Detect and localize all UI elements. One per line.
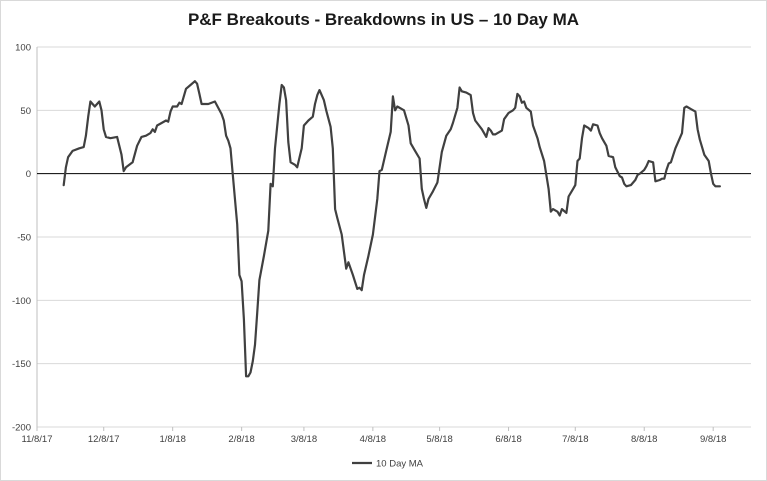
y-tick-label: -200 bbox=[12, 423, 31, 434]
x-tick-label: 7/8/18 bbox=[562, 434, 588, 445]
y-tick-label: 100 bbox=[15, 43, 31, 54]
x-tick-label: 12/8/17 bbox=[88, 434, 120, 445]
x-tick-label: 4/8/18 bbox=[360, 434, 386, 445]
y-tick-label: -150 bbox=[12, 359, 31, 370]
x-tick-label: 9/8/18 bbox=[700, 434, 726, 445]
x-tick-label: 3/8/18 bbox=[291, 434, 317, 445]
y-tick-label: -100 bbox=[12, 296, 31, 307]
x-tick-label: 6/8/18 bbox=[495, 434, 521, 445]
x-tick-label: 1/8/18 bbox=[159, 434, 185, 445]
x-tick-label: 11/8/17 bbox=[22, 434, 53, 445]
y-tick-label: 50 bbox=[20, 106, 31, 117]
chart-title: P&F Breakouts - Breakdowns in US – 10 Da… bbox=[187, 10, 580, 29]
y-tick-label: 0 bbox=[26, 169, 31, 180]
series-line-10-day-ma bbox=[62, 80, 722, 378]
legend-label: 10 Day MA bbox=[376, 459, 424, 470]
gridlines bbox=[37, 46, 751, 428]
x-axis: 11/8/17 12/8/17 1/8/18 2/8/18 3/8/18 4/8/18 5/… bbox=[22, 173, 751, 445]
y-tick-label: -50 bbox=[17, 233, 31, 244]
y-axis: 100 50 0 -50 -100 -150 -200 bbox=[12, 43, 38, 434]
series-group bbox=[62, 80, 722, 378]
x-tick-label: 2/8/18 bbox=[228, 434, 254, 445]
x-tick-label: 8/8/18 bbox=[631, 434, 657, 445]
legend: 10 Day MA bbox=[352, 459, 424, 470]
x-tick-label: 5/8/18 bbox=[426, 434, 452, 445]
